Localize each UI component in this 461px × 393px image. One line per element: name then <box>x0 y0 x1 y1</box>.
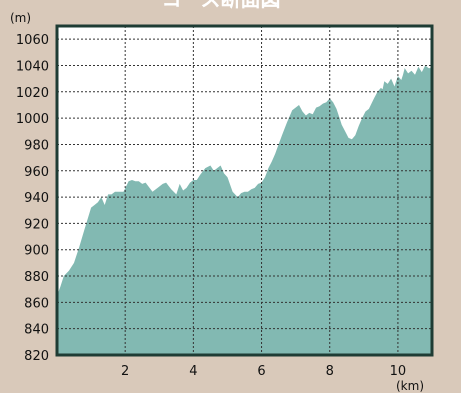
x-axis-unit-label: (km) <box>396 379 424 393</box>
y-tick-label: 840 <box>24 323 49 338</box>
y-tick-label: 940 <box>24 191 49 206</box>
y-axis-tick-labels: 820 840 860 880 900 920 940 960 980 1000 1020 1040 1… <box>16 33 49 364</box>
x-axis-tick-labels: 2 4 6 8 10 <box>121 364 406 379</box>
y-tick-label: 980 <box>24 138 49 153</box>
y-tick-label: 880 <box>24 270 49 285</box>
y-tick-label: 1020 <box>16 86 49 101</box>
x-tick-label: 8 <box>326 364 334 379</box>
y-tick-label: 900 <box>24 244 49 259</box>
chart-title: コース断面図 <box>162 0 281 11</box>
elevation-area <box>57 65 432 355</box>
y-tick-label: 960 <box>24 165 49 180</box>
x-tick-label: 4 <box>189 364 197 379</box>
y-tick-label: 820 <box>24 349 49 364</box>
area-layer <box>57 65 432 355</box>
y-axis-unit-label: (m) <box>10 11 31 25</box>
x-tick-label: 2 <box>121 364 129 379</box>
y-tick-label: 1000 <box>16 112 49 127</box>
y-tick-label: 1040 <box>16 59 49 74</box>
y-tick-label: 920 <box>24 217 49 232</box>
y-tick-label: 1060 <box>16 33 49 48</box>
grid-layer <box>57 26 432 355</box>
x-tick-label: 6 <box>257 364 265 379</box>
plot-frame <box>55 24 434 357</box>
x-tick-label: 10 <box>390 364 407 379</box>
y-tick-label: 860 <box>24 296 49 311</box>
